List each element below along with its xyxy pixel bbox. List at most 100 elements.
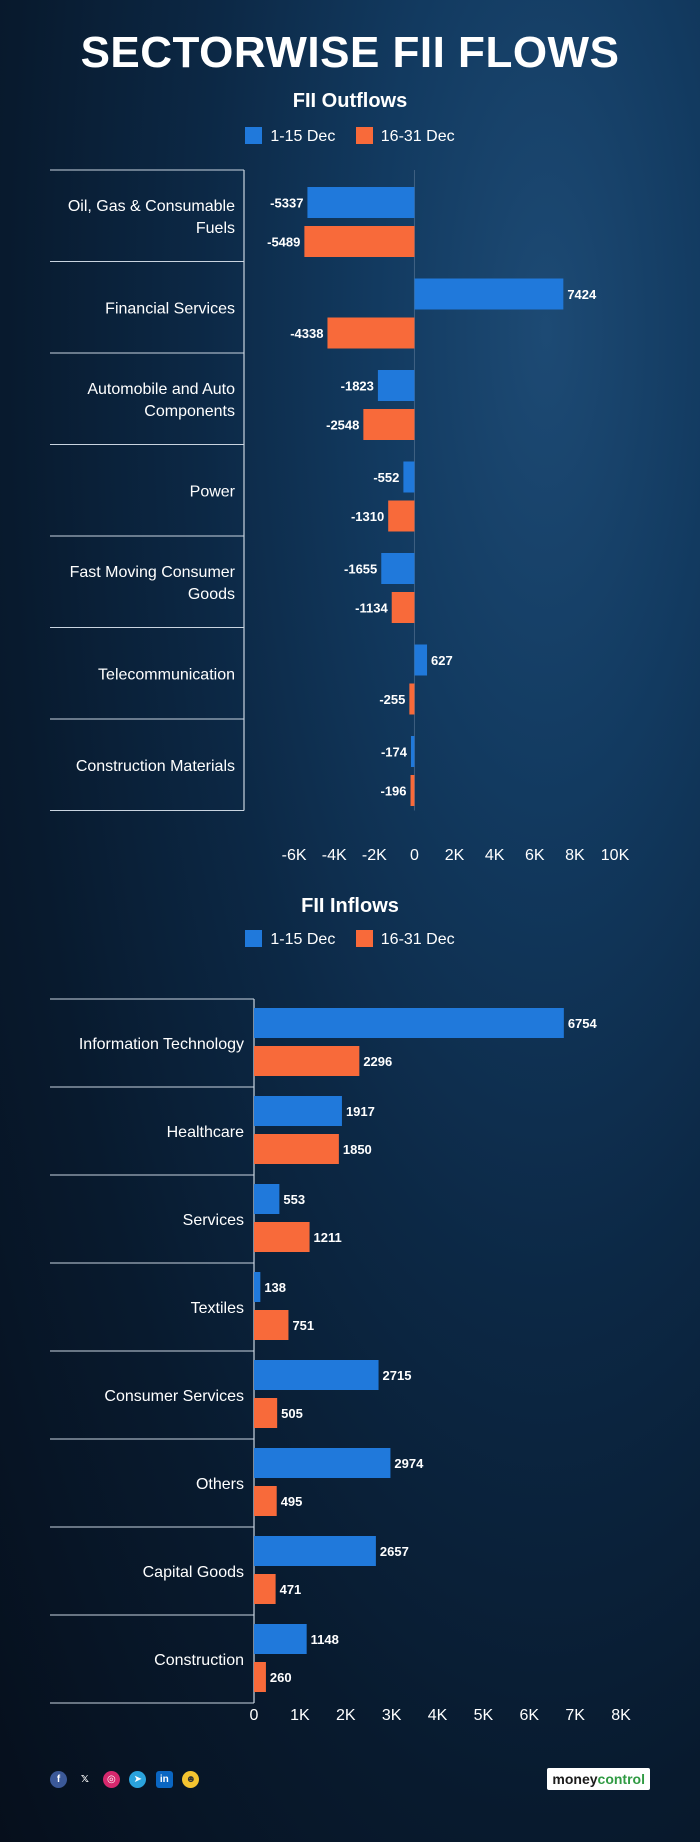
category-label: Oil, Gas & Consumable Fuels [68, 198, 235, 237]
data-label: 138 [264, 1280, 286, 1295]
data-label: -196 [380, 784, 406, 799]
data-label: -255 [379, 692, 405, 707]
legend-swatch-1 [245, 930, 263, 947]
bar-1-15-dec [254, 1272, 261, 1302]
legend-label-2: 16-31 Dec [380, 128, 455, 145]
outflows-title: FII Outflows [292, 90, 408, 112]
data-label: -4338 [290, 326, 323, 341]
outflows-legend: 1-15 Dec 16-31 Dec [0, 127, 700, 146]
legend-swatch-1 [245, 127, 263, 144]
legend-label-1: 1-15 Dec [270, 931, 336, 948]
bar-1-15-dec [254, 1360, 379, 1390]
category-label: Services [183, 1212, 244, 1229]
data-label: 260 [270, 1670, 292, 1685]
inflows-legend: 1-15 Dec 16-31 Dec [0, 930, 700, 949]
bar-1-15-dec [254, 1536, 376, 1566]
tick-label: 7K [565, 1707, 585, 1724]
category-label: Power [190, 483, 236, 500]
footer: f 𝕏 ◎ ➤ in ☻ moneycontrol [0, 1768, 700, 1798]
tick-label: 0 [410, 847, 419, 864]
bar-16-31-dec [363, 409, 415, 440]
data-label: 6754 [568, 1016, 598, 1031]
bar-1-15-dec [307, 187, 415, 218]
data-label: 1211 [314, 1230, 342, 1245]
bar-1-15-dec [377, 370, 415, 401]
legend-item-series2: 16-31 Dec [355, 127, 455, 146]
tick-label: 4K [428, 1707, 448, 1724]
category-label: Financial Services [105, 300, 235, 317]
tick-label: 8K [565, 847, 585, 864]
category-label: Construction [154, 1652, 244, 1669]
bar-1-15-dec [254, 1008, 564, 1038]
data-label: 1148 [311, 1632, 339, 1647]
category-label: Telecommunication [98, 666, 235, 683]
inflows-chart: Information Technology 6754 2296 Healthcare… [50, 998, 631, 1724]
category-label: Consumer Services [104, 1388, 244, 1405]
bar-16-31-dec [254, 1046, 360, 1076]
tick-label: 10K [601, 847, 630, 864]
data-label: -1310 [351, 509, 384, 524]
bar-16-31-dec [254, 1486, 277, 1516]
bar-16-31-dec [388, 500, 415, 532]
category-label: Fast Moving Consumer Goods [70, 564, 236, 603]
bar-16-31-dec [254, 1222, 310, 1252]
tick-label: 6K [519, 1707, 539, 1724]
bar-16-31-dec [254, 1310, 289, 1340]
bar-16-31-dec [254, 1398, 278, 1428]
legend-item-series1: 1-15 Dec [245, 127, 335, 146]
telegram-icon[interactable]: ➤ [129, 1771, 147, 1789]
bar-1-15-dec [403, 461, 415, 493]
tick-label: 3K [382, 1707, 402, 1724]
category-label: Others [196, 1476, 244, 1493]
data-label: -1134 [355, 601, 388, 616]
bar-1-15-dec [381, 553, 415, 584]
moneycontrol-logo: moneycontrol [547, 1768, 650, 1790]
data-label: 471 [280, 1582, 302, 1597]
data-label: 627 [431, 653, 453, 668]
data-label: -2548 [326, 418, 359, 433]
inflows-title: FII Inflows [301, 895, 399, 917]
bar-1-15-dec [414, 644, 428, 676]
data-label: -1655 [344, 562, 377, 577]
category-label: Construction Materials [76, 758, 235, 775]
data-label: 553 [283, 1192, 305, 1207]
legend-label-1: 1-15 Dec [270, 128, 336, 145]
legend-swatch-2 [355, 930, 373, 947]
bar-1-15-dec [254, 1448, 391, 1478]
bar-16-31-dec [254, 1134, 339, 1164]
data-label: -5489 [267, 235, 300, 250]
tick-label: 0 [250, 1707, 259, 1724]
data-label: 1917 [346, 1104, 375, 1119]
category-label: Information Technology [79, 1036, 244, 1053]
data-label: 505 [281, 1406, 303, 1421]
tick-label: -6K [282, 847, 307, 864]
linkedin-icon[interactable]: in [155, 1771, 173, 1789]
bar-1-15-dec [254, 1184, 280, 1214]
bar-16-31-dec [409, 683, 415, 715]
category-label: Healthcare [167, 1124, 244, 1141]
category-label: Automobile and Auto Components [87, 381, 235, 420]
tick-label: 2K [336, 1707, 356, 1724]
legend-label-2: 16-31 Dec [380, 931, 455, 948]
facebook-icon[interactable]: f [50, 1771, 67, 1789]
x-icon[interactable]: 𝕏 [80, 1774, 89, 1786]
tick-label: 1K [290, 1707, 310, 1724]
tick-label: 4K [485, 847, 505, 864]
tick-label: 2K [445, 847, 465, 864]
social-links: f 𝕏 ◎ ➤ in ☻ [50, 1771, 204, 1789]
bar-16-31-dec [410, 775, 415, 806]
outflows-chart: Oil, Gas & Consumable Fuels -5337 -5489 Fina… [50, 169, 630, 864]
data-label: 7424 [567, 287, 597, 302]
category-label: Capital Goods [143, 1564, 244, 1581]
tick-label: 6K [525, 847, 545, 864]
bar-1-15-dec [410, 736, 415, 767]
page-title: SECTORWISE FII FLOWS [80, 28, 620, 77]
category-label: Textiles [191, 1300, 244, 1317]
instagram-icon[interactable]: ◎ [102, 1771, 120, 1789]
data-label: 1850 [343, 1142, 372, 1157]
tick-label: 5K [474, 1707, 494, 1724]
bar-1-15-dec [254, 1624, 307, 1654]
snapchat-icon[interactable]: ☻ [182, 1771, 200, 1789]
data-label: -174 [381, 745, 408, 760]
legend-item-series1: 1-15 Dec [245, 930, 335, 949]
